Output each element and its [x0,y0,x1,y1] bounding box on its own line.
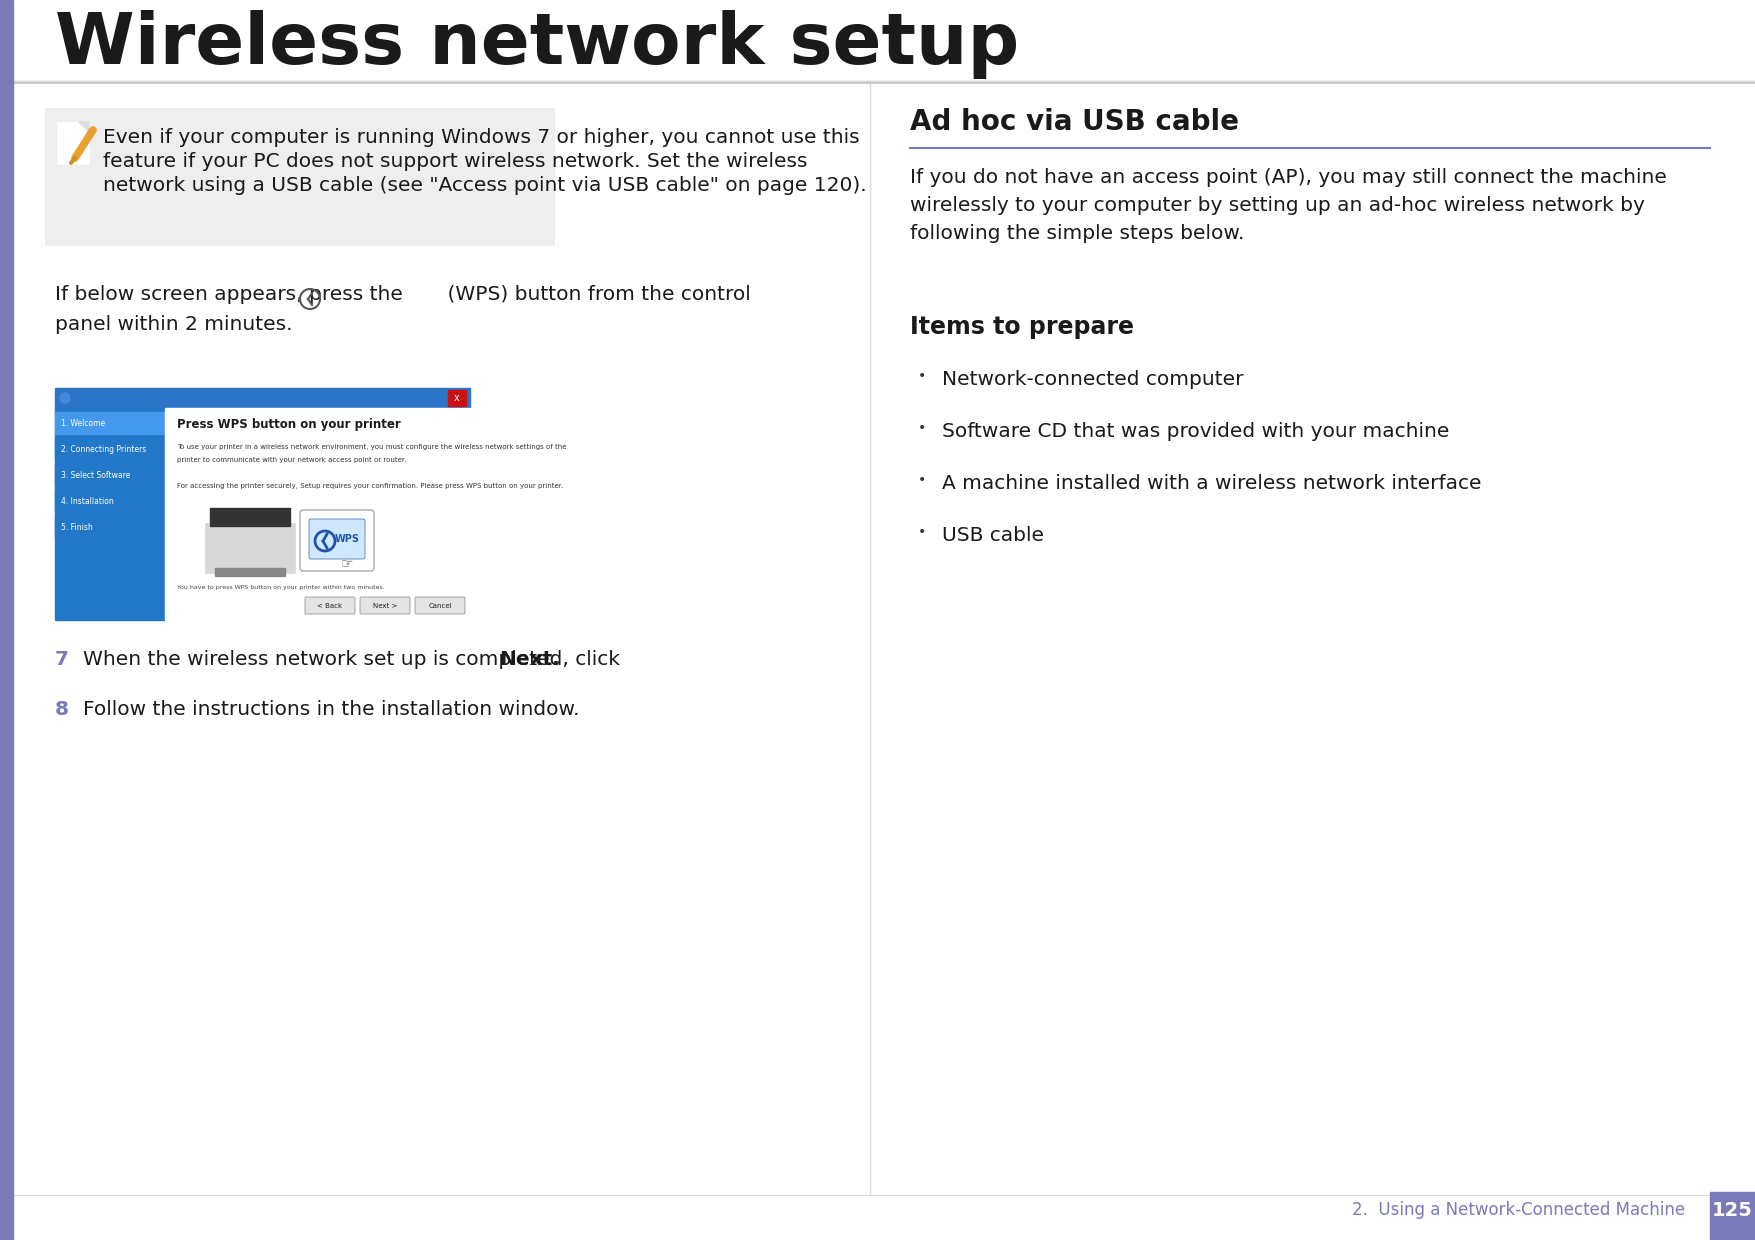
Text: printer to communicate with your network access point or router.: printer to communicate with your network… [177,458,407,463]
Text: •: • [918,422,927,435]
Text: A machine installed with a wireless network interface: A machine installed with a wireless netw… [942,474,1481,494]
Bar [211,508,290,526]
Bar [54,388,470,408]
Text: USB cable: USB cable [942,526,1044,546]
Text: Items to prepare: Items to prepare [911,315,1134,339]
Text: feature if your PC does not support wireless network. Set the wireless: feature if your PC does not support wire… [104,153,807,171]
Text: Press WPS button on your printer: Press WPS button on your printer [177,418,400,432]
Text: wirelessly to your computer by setting up an ad-hoc wireless network by: wirelessly to your computer by setting u… [911,196,1644,215]
Text: 4. Installation: 4. Installation [61,496,114,506]
Text: Network-connected computer: Network-connected computer [942,370,1244,389]
Text: 5. Finish: 5. Finish [61,522,93,532]
Text: Next >: Next > [372,603,397,609]
Text: 1. Welcome: 1. Welcome [61,419,105,428]
Text: WPS: WPS [335,534,360,544]
Bar [54,438,165,460]
Bar [56,122,90,164]
Text: 3. Select Software: 3. Select Software [61,470,130,480]
Text: network using a USB cable (see "Access point via USB cable" on page 120).: network using a USB cable (see "Access p… [104,176,867,195]
Text: When the wireless network set up is completed, click: When the wireless network set up is comp… [82,650,627,670]
Text: You have to press WPS button on your printer within two minutes.: You have to press WPS button on your pri… [177,585,384,590]
Text: If below screen appears, press the       (WPS) button from the control: If below screen appears, press the (WPS)… [54,285,751,304]
Bar [54,388,470,620]
Text: Ad hoc via USB cable: Ad hoc via USB cable [911,108,1239,136]
Bar [448,391,467,405]
Text: Software CD that was provided with your machine: Software CD that was provided with your … [942,422,1450,441]
Text: following the simple steps below.: following the simple steps below. [911,224,1244,243]
Text: For accessing the printer securely, Setup requires your confirmation. Please pre: For accessing the printer securely, Setu… [177,484,563,489]
Bar [54,408,165,620]
Text: < Back: < Back [318,603,342,609]
Text: Next.: Next. [498,650,560,670]
Bar [54,464,165,486]
Text: Even if your computer is running Windows 7 or higher, you cannot use this: Even if your computer is running Windows… [104,128,860,148]
Bar [54,490,165,512]
Text: Follow the instructions in the installation window.: Follow the instructions in the installat… [82,701,579,719]
FancyBboxPatch shape [305,596,355,614]
FancyBboxPatch shape [414,596,465,614]
Text: •: • [918,472,927,487]
Text: 7: 7 [54,650,68,670]
Bar [165,408,470,620]
Bar [216,568,284,577]
Text: 2. Connecting Printers: 2. Connecting Printers [61,444,146,454]
FancyBboxPatch shape [360,596,411,614]
FancyBboxPatch shape [300,510,374,570]
Text: If you do not have an access point (AP), you may still connect the machine: If you do not have an access point (AP),… [911,167,1667,187]
Text: 2.  Using a Network-Connected Machine: 2. Using a Network-Connected Machine [1351,1202,1685,1219]
Text: •: • [918,370,927,383]
Bar [54,412,165,434]
Text: To use your printer in a wireless network environment, you must configure the wi: To use your printer in a wireless networ… [177,444,567,450]
Polygon shape [79,122,90,131]
Bar [205,523,295,573]
Text: ☞: ☞ [340,556,353,570]
Text: •: • [918,525,927,539]
Text: panel within 2 minutes.: panel within 2 minutes. [54,315,293,334]
Text: Cancel: Cancel [428,603,451,609]
Bar [1709,1192,1755,1240]
Bar [46,108,555,246]
Bar [12,0,1755,81]
Bar [0,0,12,1240]
FancyBboxPatch shape [309,520,365,559]
Circle shape [60,393,70,403]
Text: Wireless network setup: Wireless network setup [54,10,1020,79]
Text: 8: 8 [54,701,68,719]
Bar [54,516,165,538]
Text: 125: 125 [1711,1200,1753,1219]
Text: x: x [455,393,460,403]
